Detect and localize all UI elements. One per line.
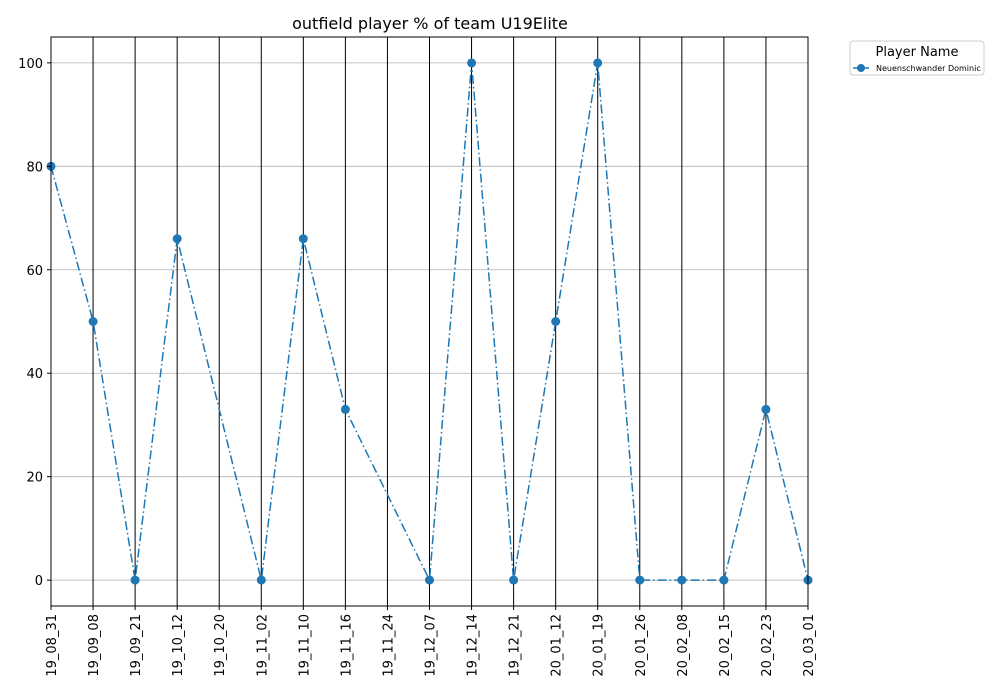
data-point [467,58,477,68]
y-tick-label: 100 [18,57,43,72]
x-tick-label: 19_08_31 [45,614,60,677]
x-axis: 19_08_31 19_09_08 19_09_21 19_10_12 19_10_20… [45,606,817,677]
chart-title: outfield player % of team U19Elite [292,14,568,33]
data-point [340,404,350,414]
data-point [761,404,771,414]
data-point [172,234,182,244]
x-tick-label: 19_10_20 [213,614,228,677]
x-tick-label: 19_11_16 [339,614,354,677]
x-tick-label: 19_11_10 [297,614,312,677]
y-axis: 0 20 40 60 80 100 [18,57,51,589]
x-tick-label: 19_12_21 [508,614,523,677]
x-tick-label: 19_10_12 [171,614,186,677]
x-tick-label: 20_03_01 [802,614,817,677]
data-point [593,58,603,68]
x-tick-label: 19_09_21 [129,614,144,677]
data-point [509,575,519,585]
data-point [256,575,266,585]
series-layer [46,58,813,585]
data-point [719,575,729,585]
data-point [298,234,308,244]
x-tick-label: 20_02_15 [718,614,733,677]
legend-marker [857,64,865,72]
data-point [677,575,687,585]
y-tick-label: 80 [26,160,43,175]
x-tick-label: 19_09_08 [87,614,102,677]
data-point [551,317,561,326]
data-point [88,317,98,326]
x-tick-label: 20_01_19 [592,614,607,677]
data-point [130,575,140,585]
y-tick-label: 20 [26,471,43,486]
y-tick-label: 0 [35,574,43,589]
x-tick-label: 19_12_07 [424,614,439,677]
x-tick-label: 20_02_08 [676,614,691,677]
y-tick-label: 60 [26,264,43,279]
legend[interactable]: Player Name Neuenschwander Dominic [849,40,985,76]
x-tick-label: 19_11_24 [381,614,396,677]
y-tick-label: 40 [26,367,43,382]
legend-entry-label: Neuenschwander Dominic [876,64,981,73]
data-point [425,575,434,585]
x-tick-label: 20_01_12 [550,614,565,677]
x-tick-label: 20_01_26 [634,614,649,677]
grid [50,37,809,606]
legend-frame [849,40,985,76]
x-tick-label: 20_02_23 [760,614,775,677]
data-point [635,575,645,585]
legend-title: Player Name [876,45,959,60]
x-tick-label: 19_12_14 [466,614,481,677]
x-tick-label: 19_11_02 [255,614,270,677]
